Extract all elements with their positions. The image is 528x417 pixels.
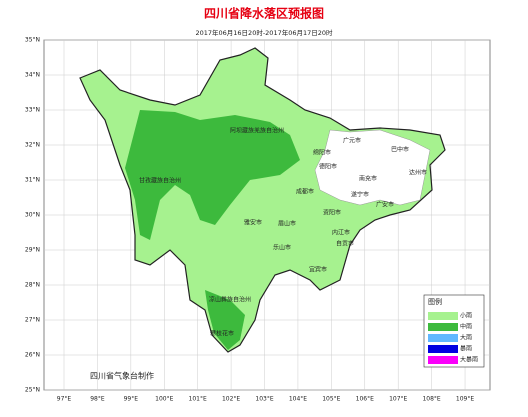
city-label: 达州市 [409,169,427,177]
lon-label: 102°E [222,396,240,403]
lat-label: 27°N [25,317,40,324]
lon-label: 108°E [422,396,440,403]
legend-label: 暴雨 [460,346,472,353]
legend-title: 图例 [428,297,442,306]
city-label: 自贡市 [336,240,354,248]
lon-label: 100°E [155,396,173,403]
city-label: 阿坝藏族羌族自治州 [230,127,284,135]
legend-label: 大雨 [460,334,472,342]
lon-label: 97°E [57,396,72,403]
city-label: 遂宁市 [351,191,369,199]
lat-label: 35°N [25,37,40,44]
moderate-rain-area [125,110,300,240]
lon-label: 98°E [90,396,105,403]
city-label: 乐山市 [273,244,291,252]
moderate-rain-area [205,290,245,350]
city-label: 德阳市 [319,163,337,171]
subtitle: 2017年06月16日20时-2017年06月17日20时 [195,28,333,37]
lon-label: 99°E [124,396,139,403]
city-label: 广安市 [376,201,394,209]
legend-swatch [428,334,458,342]
lon-label: 103°E [255,396,273,403]
credit: 四川省气象台制作 [90,371,154,381]
lat-label: 28°N [25,282,40,289]
legend-label: 大暴雨 [460,356,478,364]
lat-label: 29°N [25,247,40,254]
city-label: 内江市 [332,229,350,237]
city-label: 绵阳市 [313,149,331,157]
legend-swatch [428,312,458,320]
city-label: 南充市 [359,175,377,183]
legend-swatch [428,345,458,353]
lat-label: 26°N [25,352,40,359]
lat-label: 33°N [25,107,40,114]
lat-label: 31°N [25,177,40,184]
city-label: 巴中市 [391,146,409,154]
lon-label: 106°E [356,396,374,403]
lat-label: 25°N [25,387,40,394]
city-label: 成都市 [296,188,314,196]
legend-label: 小雨 [460,312,472,320]
city-label: 雅安市 [244,219,262,227]
lon-label: 101°E [189,396,207,403]
lat-label: 34°N [25,72,40,79]
city-label: 资阳市 [323,209,341,217]
city-label: 攀枝花市 [210,330,234,338]
city-label: 广元市 [343,137,361,145]
city-label: 凉山彝族自治州 [209,296,251,304]
title: 四川省降水落区预报图 [204,6,324,21]
lon-label: 105°E [322,396,340,403]
lat-label: 32°N [25,142,40,149]
no-rain-area [314,129,431,206]
city-label: 宜宾市 [309,266,327,274]
lon-label: 107°E [389,396,407,403]
city-label: 甘孜藏族自治州 [139,177,181,185]
legend-label: 中雨 [460,323,472,331]
city-label: 眉山市 [278,220,296,228]
lat-label: 30°N [25,212,40,219]
lon-label: 109°E [456,396,474,403]
legend-swatch [428,356,458,364]
lon-label: 104°E [289,396,307,403]
legend-swatch [428,323,458,331]
